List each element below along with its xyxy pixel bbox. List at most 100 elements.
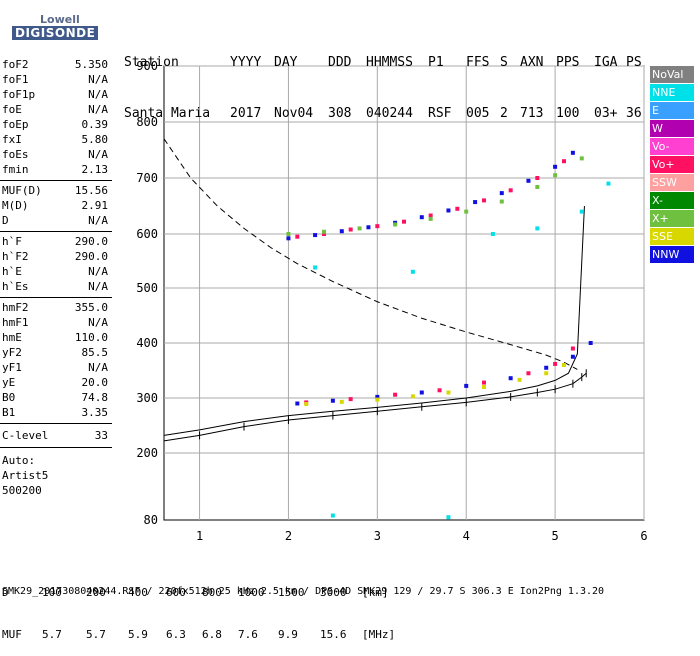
data-point-x+: [428, 216, 433, 221]
data-point-vo+: [482, 380, 486, 385]
data-point-sse: [410, 394, 415, 399]
data-point-vo+: [437, 388, 442, 393]
data-point-nnw: [570, 354, 575, 359]
legend-item-nne: NNE: [650, 84, 694, 101]
data-point-vo+: [348, 397, 353, 402]
header-label-yyyy: YYYY: [230, 55, 262, 70]
data-point-nne: [313, 265, 318, 270]
data-point-nne: [535, 226, 540, 231]
muf-distance-cell: 1500: [278, 586, 305, 599]
muf-table: D 100 200 400 600 800 1000 1500 3000 [km] MUF 5.7 5…: [2, 558, 395, 656]
param-row: yE 20.0: [2, 376, 108, 391]
muf-value-cell: 15.6: [320, 628, 347, 641]
muf-value-cell: 9.9: [278, 628, 298, 641]
param-value: 110.0: [74, 331, 108, 344]
legend-item-vo-: Vo+: [650, 156, 694, 173]
data-point-nnw: [508, 376, 513, 381]
muf-value-cell: 5.9: [128, 628, 148, 641]
param-key: fmin: [2, 163, 29, 176]
legend-item-noval: NoVal: [650, 66, 694, 83]
legend-item-ssw: SSW: [650, 174, 694, 191]
param-value: 5.80: [81, 133, 109, 146]
param-row: foF1 N/A: [2, 73, 108, 88]
param-key: hmF1: [2, 316, 29, 329]
param-value: N/A: [88, 214, 108, 227]
param-key: B0: [2, 391, 16, 404]
legend-item-w: W: [650, 120, 694, 137]
param-key: h`E: [2, 265, 22, 278]
legend-item-sse: SSE: [650, 228, 694, 245]
param-key: h`F: [2, 235, 22, 248]
header-label-ffs: FFS: [466, 55, 490, 70]
data-point-nne: [606, 181, 611, 186]
data-point-nne: [330, 513, 335, 518]
param-value: 3.35: [81, 406, 109, 419]
param-value: N/A: [88, 361, 108, 374]
data-point-vo+: [402, 219, 406, 224]
header-label-hhmmss: HHMMSS: [366, 55, 413, 70]
param-value: 20.0: [81, 376, 109, 389]
param-value: N/A: [88, 88, 108, 101]
header-value-station: Santa Maria: [124, 106, 211, 121]
legend-item-x-: X-: [650, 192, 694, 209]
electron-density-dashed-curve: [163, 138, 578, 370]
data-point-sse: [562, 363, 566, 367]
true-height-curve: [163, 372, 587, 442]
param-row: foEs N/A: [2, 148, 108, 163]
param-row: M(D) 2.91: [2, 199, 108, 214]
header-values-row: Santa Maria 2017 Nov04 308 040244 RSF 00…: [124, 105, 642, 122]
virtual-height-curve: [163, 205, 585, 436]
param-row: h`F2 290.0: [2, 250, 108, 265]
header-value-yyyy: 2017: [230, 106, 262, 121]
param-value: 74.8: [81, 391, 109, 404]
legend-item-x-: X+: [650, 210, 694, 227]
param-row: MUF(D) 15.56: [2, 184, 108, 199]
param-row: foEp 0.39: [2, 118, 108, 133]
param-value: N/A: [88, 265, 108, 278]
param-value: N/A: [88, 103, 108, 116]
data-point-vo+: [375, 224, 380, 229]
param-row: B0 74.8: [2, 391, 108, 406]
param-key: foF1p: [2, 88, 36, 101]
data-point-sse: [544, 371, 549, 376]
logo-line2: DIGISONDE: [12, 26, 99, 40]
param-key: M(D): [2, 199, 29, 212]
param-row: h`E N/A: [2, 265, 108, 280]
param-key: foF1: [2, 73, 29, 86]
data-point-vo+: [570, 346, 575, 351]
muf-distance-cell: 1000: [238, 586, 265, 599]
y-tick-label: 900: [136, 59, 158, 73]
param-key: yF2: [2, 346, 22, 359]
param-separator: [0, 297, 112, 298]
data-point-nnw: [366, 225, 371, 230]
param-row: hmF2 355.0: [2, 301, 108, 316]
y-tick-label: 300: [136, 391, 158, 405]
muf-distance-cell: 3000: [320, 586, 347, 599]
muf-distance-cell: 800: [202, 586, 222, 599]
auto-scaling-line: Artist5: [2, 469, 49, 482]
data-point-sse: [375, 397, 380, 402]
data-point-nnw: [375, 394, 380, 399]
legend: NoVal NNE E W Vo- Vo+ SSW X- X+ SSE NNW: [650, 66, 694, 264]
param-row: D N/A: [2, 214, 108, 229]
param-key: foF2: [2, 58, 29, 71]
y-tick-label: 500: [136, 281, 158, 295]
header-value-ffs: 005: [466, 106, 490, 121]
param-row: foF1p N/A: [2, 88, 108, 103]
y-tick-label-bottom: 80: [144, 513, 158, 527]
header-label-axn: AXN: [520, 55, 544, 70]
param-value: N/A: [88, 280, 108, 293]
param-value: 0.39: [81, 118, 109, 131]
data-point-nnw: [295, 401, 300, 406]
muf-distance-cell: D: [2, 586, 9, 599]
data-point-x+: [357, 226, 362, 231]
muf-value-cell: MUF: [2, 628, 22, 641]
data-point-vo+: [562, 159, 566, 164]
param-value: 355.0: [74, 301, 108, 314]
header-value-pps: 100: [556, 106, 580, 121]
param-key: h`Es: [2, 280, 29, 293]
param-row: fmin 2.13: [2, 163, 108, 178]
data-point-nnw: [286, 236, 291, 241]
param-key: C-level: [2, 429, 49, 442]
muf-value-row: MUF 5.7 5.7 5.9 6.3 6.8 7.6 9.9 15.6 [MHz]: [2, 628, 395, 642]
